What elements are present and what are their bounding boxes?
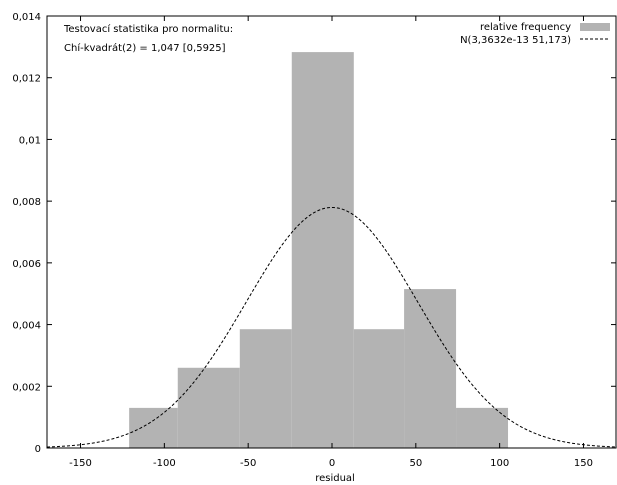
y-tick-label-4: 0,008 <box>12 197 41 208</box>
y-tick-label-5: 0,01 <box>19 135 41 146</box>
histogram-bars <box>129 52 509 449</box>
y-tick-label-1: 0,002 <box>12 382 41 393</box>
y-tick-label-0: 0 <box>35 444 41 455</box>
histogram-bar-4 <box>353 329 405 448</box>
x-tick-label-3: 0 <box>329 458 335 469</box>
normal-density-curve <box>46 206 617 448</box>
x-tick-label-4: 50 <box>409 458 422 469</box>
y-tick-label-3: 0,006 <box>12 259 41 270</box>
x-tick-label-6: 150 <box>574 458 593 469</box>
histogram-bar-5 <box>404 289 457 448</box>
legend-swatch-relative-frequency <box>580 23 610 31</box>
x-tick-label-1: -100 <box>153 458 176 469</box>
x-tick-label-2: -50 <box>240 458 256 469</box>
histogram-bar-0 <box>129 407 178 448</box>
x-tick-label-0: -150 <box>69 458 92 469</box>
x-tick-label-5: 100 <box>490 458 509 469</box>
y-tick-label-6: 0,012 <box>12 74 41 85</box>
histogram-bar-2 <box>239 329 292 448</box>
annotation-line-1: Testovací statistika pro normalitu: <box>63 23 233 35</box>
legend-label-normal: N(3,3632e-13 51,173) <box>460 35 571 46</box>
histogram-bar-3 <box>291 52 354 449</box>
legend-label-relative-frequency: relative frequency <box>480 22 571 33</box>
annotation-line-2: Chí-kvadrát(2) = 1,047 [0,5925] <box>64 42 226 54</box>
y-tick-label-7: 0,014 <box>12 12 41 23</box>
x-axis-label: residual <box>315 473 355 484</box>
y-tick-label-2: 0,004 <box>12 321 41 332</box>
histogram-bar-1 <box>177 367 240 448</box>
plot-frame <box>46 15 617 449</box>
histogram-bar-6 <box>456 407 509 448</box>
axis-tick-labels: -150 -100 -50 0 50 100 150 0 0,002 0,004 0,006 0,00… <box>12 12 593 469</box>
legend: relative frequency N(3,3632e-13 51,173) <box>460 22 610 46</box>
